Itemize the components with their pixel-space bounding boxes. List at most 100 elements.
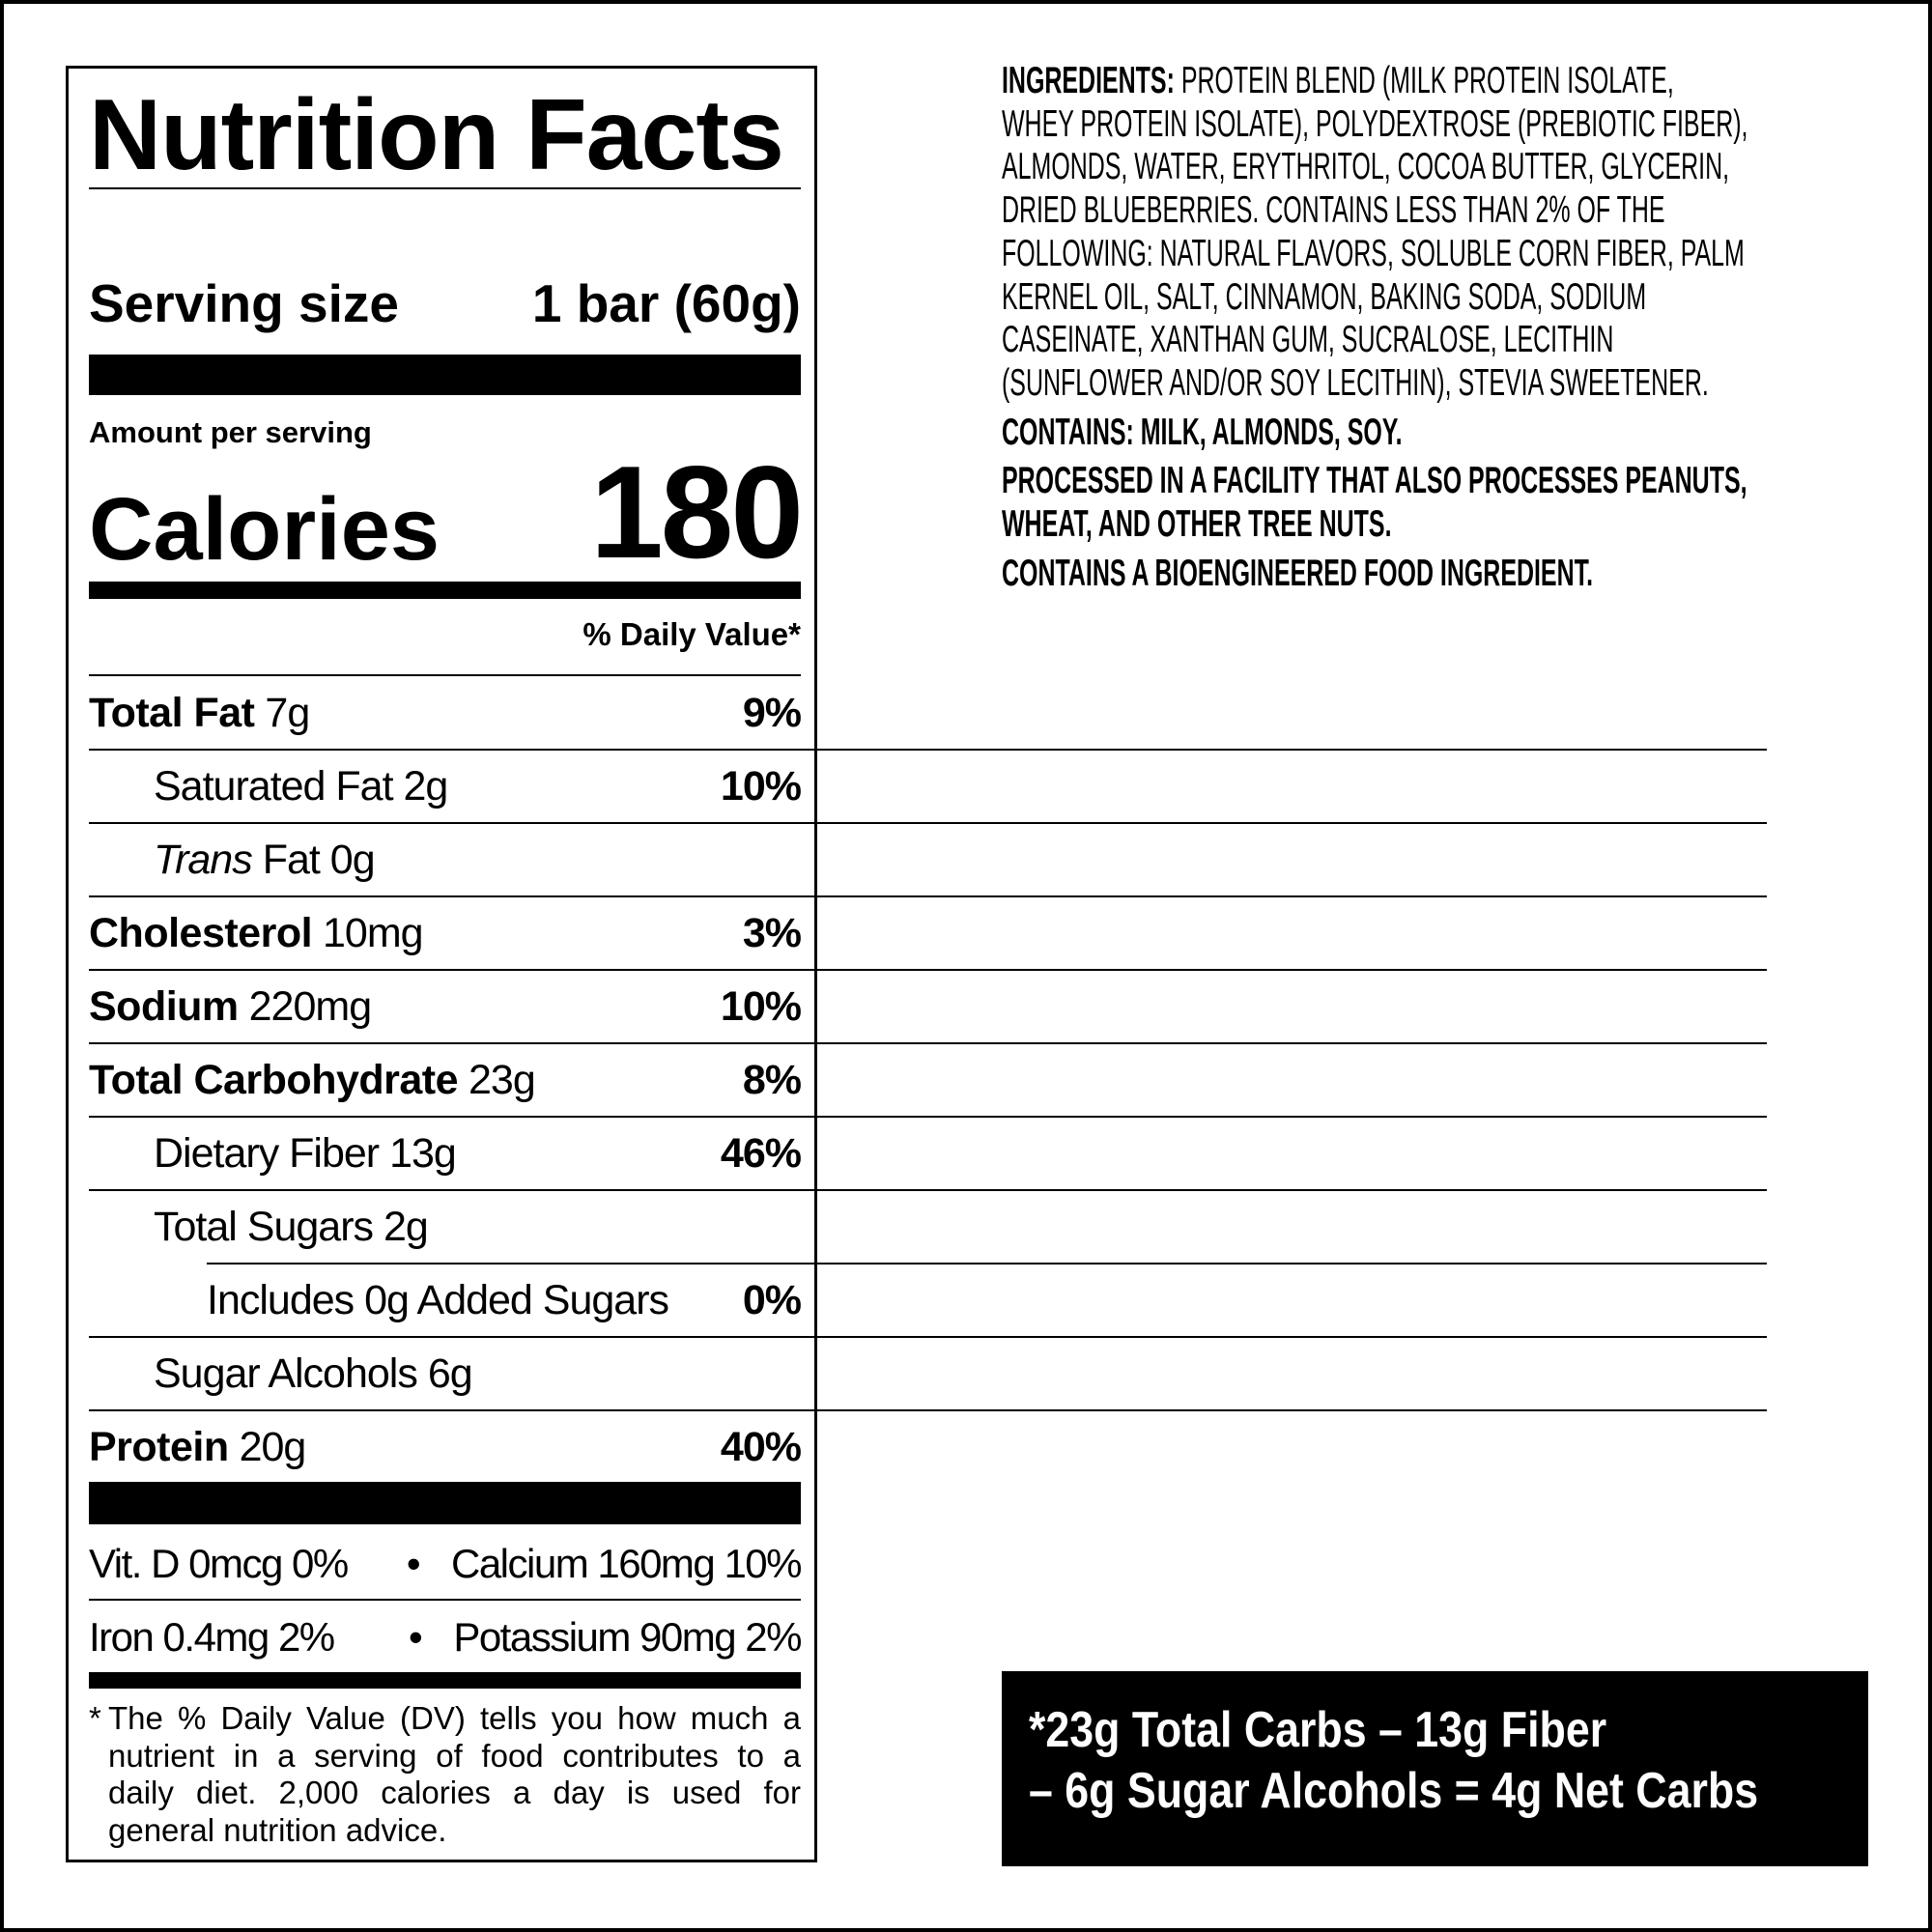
- row-daily-value: 3%: [742, 909, 802, 956]
- ingredients-line: INGREDIENTS: PROTEIN BLEND (MILK PROTEIN…: [1002, 60, 1748, 103]
- net-carbs-box: *23g Total Carbs – 13g Fiber – 6g Sugar …: [1002, 1671, 1868, 1866]
- divider: [89, 1336, 1767, 1338]
- net-carbs-line: – 6g Sugar Alcohols = 4g Net Carbs: [1029, 1763, 1759, 1819]
- footnote-line: nutrient in a serving of food contribute…: [108, 1737, 801, 1774]
- ingredients-line: FOLLOWING: NATURAL FLAVORS, SOLUBLE CORN…: [1002, 232, 1745, 274]
- row-label: Total Sugars: [154, 1203, 374, 1250]
- serving-size: Serving size 1 bar (60g): [89, 272, 801, 334]
- row-amount: 13g: [389, 1129, 457, 1177]
- divider: [89, 749, 1767, 751]
- row-label: Protein: [89, 1423, 229, 1470]
- nutrition-facts-title: Nutrition Facts: [89, 79, 784, 191]
- thick-divider: [89, 355, 801, 395]
- footnote-line: The % Daily Value (DV) tells you how muc…: [108, 1700, 801, 1736]
- nutrient-row: Cholesterol 10mg 3%: [89, 896, 802, 970]
- net-carbs-line: *23g Total Carbs – 13g Fiber: [1029, 1702, 1607, 1758]
- bullet: •: [408, 1613, 423, 1660]
- thick-divider: [89, 582, 801, 599]
- row-daily-value: 40%: [720, 1423, 802, 1470]
- row-label: Dietary Fiber: [154, 1129, 380, 1177]
- ingredients-line: DRIED BLUEBERRIES. CONTAINS LESS THAN 2%…: [1002, 189, 1665, 232]
- nutrient-row: Total Carbohydrate 23g 8%: [89, 1043, 802, 1117]
- footnote-asterisk: *: [89, 1700, 101, 1736]
- vitamin-d: Vit. D 0mcg 0%: [89, 1540, 349, 1586]
- facility-warning: WHEAT, AND OTHER TREE NUTS.: [1002, 503, 1392, 546]
- nutrient-row: Total Sugars 2g: [89, 1190, 801, 1264]
- row-amount: 23g: [468, 1056, 536, 1103]
- amount-per-serving: Amount per serving: [89, 415, 372, 449]
- row-label-italic: Trans: [154, 836, 253, 883]
- row-label: Fat: [262, 836, 321, 883]
- divider: [89, 822, 1767, 824]
- allergen-contains: CONTAINS: MILK, ALMONDS, SOY.: [1002, 411, 1403, 453]
- divider: [89, 187, 801, 189]
- ingredients-line: (SUNFLOWER AND/OR SOY LECITHIN), STEVIA …: [1002, 361, 1709, 404]
- calcium: Calcium 160mg 10%: [450, 1540, 803, 1586]
- divider: [89, 1409, 1767, 1411]
- calories-label: Calories: [89, 480, 440, 579]
- row-daily-value: 10%: [720, 762, 802, 810]
- daily-value-header: % Daily Value*: [582, 616, 801, 652]
- divider: [207, 1263, 1767, 1264]
- row-label: Cholesterol: [89, 909, 313, 956]
- bullet: •: [406, 1540, 421, 1586]
- footnote-line: general nutrition advice.: [108, 1811, 447, 1848]
- row-amount: 6g: [427, 1350, 473, 1397]
- row-amount: 0g: [329, 836, 376, 883]
- row-daily-value: 0%: [742, 1276, 802, 1323]
- nutrition-facts-panel: [66, 66, 817, 1862]
- row-amount: 2g: [383, 1203, 429, 1250]
- divider: [89, 1599, 801, 1601]
- divider: [89, 895, 1767, 897]
- nutrient-row: Trans Fat 0g: [89, 823, 801, 896]
- ingredients-line: KERNEL OIL, SALT, CINNAMON, BAKING SODA,…: [1002, 275, 1647, 318]
- row-daily-value: 9%: [742, 689, 802, 736]
- nutrient-row: Dietary Fiber 13g 46%: [89, 1117, 802, 1190]
- row-amount: 10mg: [323, 909, 424, 956]
- mineral-row: Iron 0.4mg 2% • Potassium 90mg 2%: [89, 1601, 802, 1673]
- ingredients-line: ALMONDS, WATER, ERYTHRITOL, COCOA BUTTER…: [1002, 146, 1730, 188]
- row-daily-value: 46%: [720, 1129, 802, 1177]
- ingredients-heading: INGREDIENTS:: [1002, 60, 1175, 101]
- thick-divider: [89, 1482, 801, 1524]
- row-label: Total Carbohydrate: [89, 1056, 459, 1103]
- row-label: Saturated Fat: [154, 762, 394, 810]
- nutrient-row: Total Fat 7g 9%: [89, 676, 802, 750]
- serving-size-label: Serving size: [89, 273, 399, 333]
- iron: Iron 0.4mg 2%: [89, 1613, 335, 1660]
- calories-value: 180: [590, 439, 804, 585]
- row-amount: 7g: [265, 689, 310, 736]
- nutrient-row: Sodium 220mg 10%: [89, 970, 802, 1043]
- row-label: Includes 0g Added Sugars: [207, 1276, 669, 1323]
- nutrient-row: Includes 0g Added Sugars 0%: [89, 1264, 802, 1337]
- divider: [89, 969, 1767, 971]
- row-amount: 220mg: [248, 982, 372, 1030]
- divider: [89, 1116, 1767, 1118]
- row-daily-value: 10%: [720, 982, 802, 1030]
- ingredients-text: PROTEIN BLEND (MILK PROTEIN ISOLATE,: [1180, 60, 1674, 101]
- row-label: Sodium: [89, 982, 239, 1030]
- row-daily-value: 8%: [742, 1056, 802, 1103]
- calories-row: Calories 180: [89, 439, 804, 585]
- row-amount: 2g: [403, 762, 449, 810]
- nutrient-row: Saturated Fat 2g 10%: [89, 750, 802, 823]
- bioengineered-notice: CONTAINS A BIOENGINEERED FOOD INGREDIENT…: [1002, 552, 1594, 594]
- ingredients-line: CASEINATE, XANTHAN GUM, SUCRALOSE, LECIT…: [1002, 319, 1614, 361]
- row-label: Total Fat: [89, 689, 255, 736]
- footnote: * The % Daily Value (DV) tells you how m…: [89, 1700, 801, 1849]
- ingredients-line: WHEY PROTEIN ISOLATE), POLYDEXTROSE (PRE…: [1002, 102, 1748, 145]
- nutrient-row: Protein 20g 40%: [89, 1410, 802, 1484]
- divider: [89, 1042, 1767, 1044]
- row-amount: 20g: [239, 1423, 307, 1470]
- potassium: Potassium 90mg 2%: [453, 1613, 802, 1660]
- footnote-line: daily diet. 2,000 calories a day is used…: [108, 1775, 801, 1810]
- thick-divider: [89, 1672, 801, 1689]
- facility-warning: PROCESSED IN A FACILITY THAT ALSO PROCES…: [1002, 460, 1747, 502]
- divider: [89, 674, 801, 676]
- ingredients-block: INGREDIENTS: PROTEIN BLEND (MILK PROTEIN…: [1002, 60, 1748, 595]
- divider: [89, 1189, 1767, 1191]
- vitamin-row: Vit. D 0mcg 0% • Calcium 160mg 10%: [89, 1527, 803, 1600]
- serving-size-value: 1 bar (60g): [531, 273, 801, 333]
- row-label: Sugar Alcohols: [154, 1350, 418, 1397]
